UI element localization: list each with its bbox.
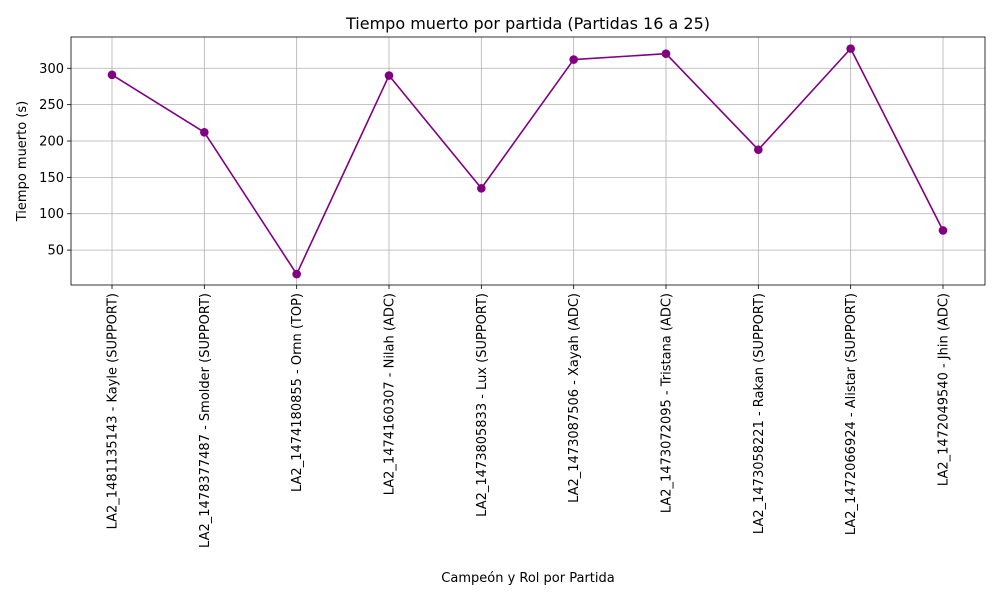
x-tick-label: LA2_1478377487 - Smolder (SUPPORT) [198,293,213,548]
x-tick-labels: LA2_1481135143 - Kayle (SUPPORT) LA2_1478… [106,293,952,548]
x-tick-label: LA2_1472066924 - Alistar (SUPPORT) [844,293,859,535]
y-tick-label: 150 [39,171,64,186]
x-tick-label: LA2_1473072095 - Tristana (ADC) [660,293,675,513]
data-point [661,49,671,59]
x-tick-label: LA2_1474160307 - Nilah (ADC) [383,293,398,495]
grid-lines [71,37,985,285]
x-tick-label: LA2_1473058221 - Rakan (SUPPORT) [752,293,767,534]
x-tick-label: LA2_1481135143 - Kayle (SUPPORT) [106,293,121,529]
plot-frame [70,36,986,286]
x-axis-label: Campeón y Rol por Partida [441,571,614,586]
data-point [938,226,948,235]
x-tick-label: LA2_1473805833 - Lux (SUPPORT) [475,293,490,517]
data-point [292,269,301,279]
y-tick-label: 300 [39,62,64,77]
data-series [107,44,948,279]
data-point [107,70,117,80]
chart-title: Tiempo muerto por partida (Partidas 16 a… [345,14,710,33]
x-tick-label: LA2_1474180855 - Ornn (TOP) [290,293,305,492]
y-axis-label: Tiempo muerto (s) [15,101,30,223]
data-point [200,127,209,137]
data-point [754,145,763,155]
y-tick-label: 50 [47,244,64,259]
y-tick-label: 100 [39,207,64,222]
x-tick-label: LA2_1473087506 - Xayah (ADC) [567,293,582,503]
series-line [111,47,944,275]
y-tick-label: 200 [39,135,64,150]
data-point [384,71,394,80]
x-tick-label: LA2_1472049540 - Jhin (ADC) [937,293,952,486]
y-tick-labels: 50 100 150 200 250 300 [39,62,64,259]
data-point [569,55,578,64]
y-tick-label: 250 [39,98,64,113]
data-point [846,44,855,53]
axes [67,36,986,289]
data-point [477,183,486,193]
